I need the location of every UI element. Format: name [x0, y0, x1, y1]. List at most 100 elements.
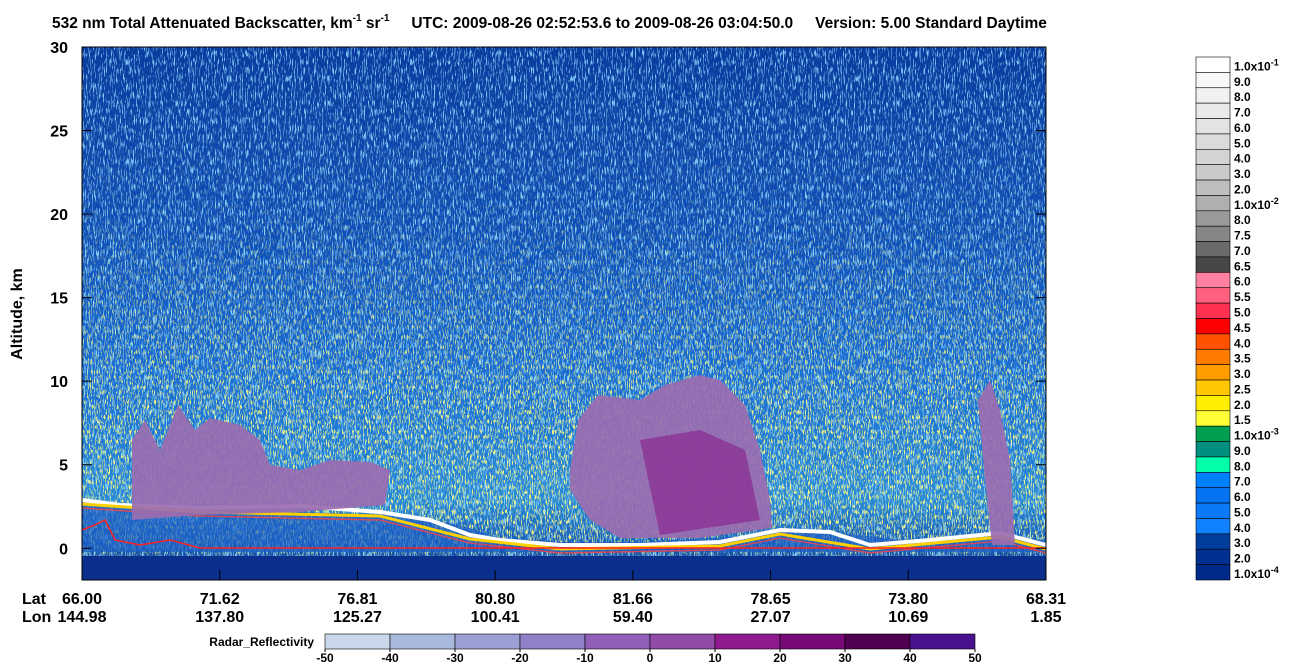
colorbar-label: 3.5 [1234, 352, 1251, 366]
colorbar-swatch [1195, 548, 1231, 565]
colorbar-label: 3.0 [1234, 167, 1251, 181]
colorbar-label-base: 9.0 [1234, 75, 1251, 89]
colorbar-label: 5.0 [1234, 136, 1251, 150]
colorbar-label-base: 1.0x10 [1234, 59, 1271, 73]
radar-tick-label: -30 [446, 651, 464, 665]
radar-swatch [584, 633, 651, 650]
colorbar-swatch [1195, 441, 1231, 458]
colorbar-label-base: 5.0 [1234, 505, 1251, 519]
colorbar-label: 4.5 [1234, 321, 1251, 335]
colorbar-label-exponent: -3 [1271, 427, 1279, 437]
y-tick-label: 30 [50, 40, 68, 57]
colorbar-label-base: 4.5 [1234, 321, 1251, 335]
colorbar-swatch [1195, 533, 1231, 550]
chart-title: 532 nm Total Attenuated Backscatter, km -… [52, 13, 1047, 32]
radar-tick-label: 30 [838, 651, 852, 665]
title-text: sr [362, 15, 381, 32]
title-text: 532 nm Total Attenuated Backscatter, km [52, 15, 353, 32]
colorbar-label-exponent: -2 [1271, 196, 1279, 206]
lat-label: 76.81 [337, 591, 377, 608]
colorbar-label-base: 3.0 [1234, 167, 1251, 181]
colorbar-swatch [1195, 302, 1231, 319]
radar-swatch [779, 633, 846, 650]
colorbar-label-base: 2.0 [1234, 182, 1251, 196]
lat-label: 73.80 [888, 591, 928, 608]
lon-label: 137.80 [195, 609, 244, 626]
title-superscript: -1 [381, 13, 390, 24]
lat-label: 66.00 [62, 591, 102, 608]
colorbar-label-base: 8.0 [1234, 90, 1251, 104]
colorbar-swatch [1195, 364, 1231, 381]
colorbar-label-base: 8.0 [1234, 459, 1251, 473]
radar-swatch [649, 633, 716, 650]
radar-swatch [519, 633, 586, 650]
radar-tick-label: 20 [773, 651, 787, 665]
colorbar-label-exponent: -1 [1271, 57, 1279, 67]
colorbar-label-base: 9.0 [1234, 444, 1251, 458]
colorbar-swatch [1195, 318, 1231, 335]
radar-tick-label: -10 [576, 651, 594, 665]
colorbar-label: 5.5 [1234, 290, 1251, 304]
colorbar-swatch [1195, 87, 1231, 104]
radar-tick-label: -40 [381, 651, 399, 665]
colorbar-label-base: 5.0 [1234, 136, 1251, 150]
colorbar-label-base: 1.0x10 [1234, 429, 1271, 443]
radar-swatch [714, 633, 781, 650]
colorbar-label-base: 1.0x10 [1234, 198, 1271, 212]
colorbar-label-base: 6.0 [1234, 121, 1251, 135]
y-tick-label: 25 [50, 124, 68, 141]
colorbar-label-base: 4.0 [1234, 521, 1251, 535]
colorbar-swatch [1195, 210, 1231, 227]
radar-tick-label: 40 [903, 651, 917, 665]
colorbar-swatch [1195, 225, 1231, 242]
colorbar-label: 2.0 [1234, 552, 1251, 566]
plot-frame [81, 46, 1047, 581]
colorbar-swatch [1195, 502, 1231, 519]
lon-label: 1.85 [1030, 609, 1061, 626]
radar-swatch [844, 633, 911, 650]
colorbar-label: 4.0 [1234, 521, 1251, 535]
colorbar-swatch [1195, 348, 1231, 365]
colorbar-label: 9.0 [1234, 444, 1251, 458]
colorbar-swatch [1195, 333, 1231, 350]
radar-tick-label: 10 [708, 651, 722, 665]
colorbar-swatch [1195, 179, 1231, 196]
colorbar-label: 1.0x10-4 [1234, 565, 1279, 581]
radar-swatch [389, 633, 456, 650]
colorbar-label-base: 2.0 [1234, 552, 1251, 566]
y-axis-label: Altitude, km [9, 268, 26, 360]
colorbar-label: 7.0 [1234, 475, 1251, 489]
radar-swatch [324, 633, 391, 650]
colorbar-label: 4.0 [1234, 336, 1251, 350]
colorbar-label-base: 7.5 [1234, 229, 1251, 243]
colorbar-label-base: 5.5 [1234, 290, 1251, 304]
lon-label: 125.27 [333, 609, 382, 626]
colorbar-label-base: 8.0 [1234, 213, 1251, 227]
radar-swatch [909, 633, 976, 650]
y-tick-label: 20 [50, 207, 68, 224]
colorbar-swatch [1195, 72, 1231, 89]
lon-label: 144.98 [58, 609, 107, 626]
colorbar-label: 6.0 [1234, 275, 1251, 289]
colorbar-label-base: 2.5 [1234, 382, 1251, 396]
colorbar-label: 5.0 [1234, 505, 1251, 519]
y-tick-label: 10 [50, 374, 68, 391]
lat-label: 71.62 [200, 591, 240, 608]
colorbar-label-base: 7.0 [1234, 475, 1251, 489]
colorbar-label: 7.0 [1234, 106, 1251, 120]
colorbar-label-base: 3.0 [1234, 367, 1251, 381]
colorbar-label: 2.0 [1234, 182, 1251, 196]
colorbar-swatch [1195, 487, 1231, 504]
colorbar-swatch [1195, 379, 1231, 396]
radar-tick-label: 0 [647, 651, 654, 665]
colorbar-swatch [1195, 164, 1231, 181]
colorbar-swatch [1195, 395, 1231, 412]
colorbar-swatch [1195, 56, 1231, 73]
colorbar-label: 6.0 [1234, 490, 1251, 504]
colorbar-swatch [1195, 564, 1231, 581]
lat-label: 78.65 [751, 591, 791, 608]
colorbar-label-base: 1.5 [1234, 413, 1251, 427]
colorbar-swatch [1195, 256, 1231, 273]
colorbar-swatch [1195, 133, 1231, 150]
colorbar-label-base: 3.0 [1234, 536, 1251, 550]
